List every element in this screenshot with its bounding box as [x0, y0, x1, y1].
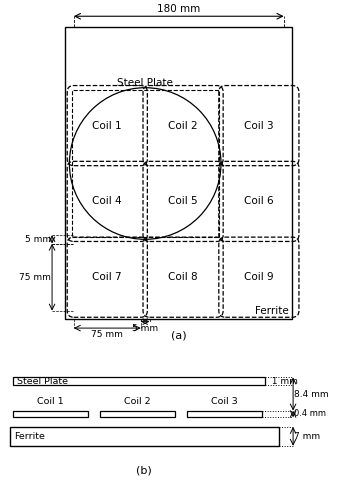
- Bar: [100, 411, 175, 417]
- Text: 75 mm: 75 mm: [19, 273, 51, 282]
- Text: 5 mm: 5 mm: [132, 324, 158, 333]
- Text: 75 mm: 75 mm: [91, 330, 123, 339]
- Text: Ferrite: Ferrite: [14, 432, 45, 441]
- Text: Steel Plate: Steel Plate: [17, 377, 68, 386]
- Text: Coil 5: Coil 5: [168, 197, 198, 206]
- Text: Coil 1: Coil 1: [37, 396, 63, 405]
- Text: (b): (b): [135, 466, 151, 476]
- Text: Coil 3: Coil 3: [244, 121, 274, 131]
- Text: Coil 2: Coil 2: [168, 121, 198, 131]
- Text: 0.4 mm: 0.4 mm: [294, 409, 327, 418]
- Text: (a): (a): [171, 331, 187, 341]
- Text: 8.4 mm: 8.4 mm: [294, 390, 329, 398]
- Text: 1 mm: 1 mm: [266, 377, 298, 386]
- Text: 7 mm: 7 mm: [294, 432, 321, 441]
- Bar: [65, 27, 292, 319]
- Text: Coil 7: Coil 7: [92, 272, 122, 282]
- Text: Coil 2: Coil 2: [124, 396, 151, 405]
- Bar: [10, 427, 280, 446]
- Text: Coil 3: Coil 3: [211, 396, 238, 405]
- Text: 180 mm: 180 mm: [157, 4, 200, 14]
- Bar: [13, 411, 88, 417]
- Text: Coil 4: Coil 4: [92, 197, 122, 206]
- Text: 5 mm: 5 mm: [25, 235, 51, 244]
- Bar: [72, 90, 219, 237]
- Bar: [13, 377, 265, 385]
- Text: Coil 6: Coil 6: [244, 197, 274, 206]
- Text: Coil 1: Coil 1: [92, 121, 122, 131]
- Text: Coil 8: Coil 8: [168, 272, 198, 282]
- Text: Ferrite: Ferrite: [256, 306, 289, 316]
- Text: Steel Plate: Steel Plate: [117, 78, 173, 88]
- Text: Coil 9: Coil 9: [244, 272, 274, 282]
- Bar: [187, 411, 262, 417]
